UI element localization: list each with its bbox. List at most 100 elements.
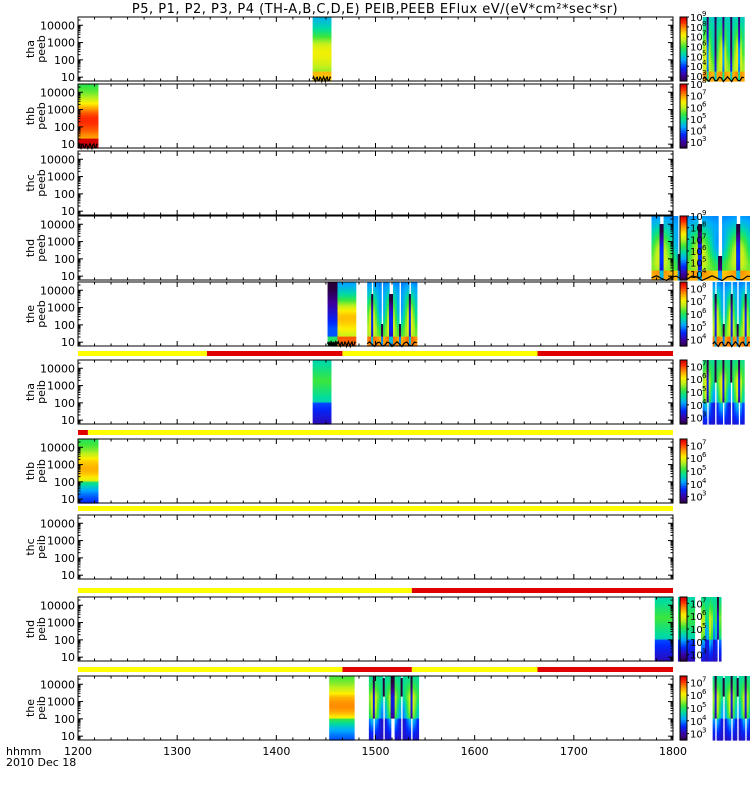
spectrogram-cell bbox=[724, 226, 727, 229]
spectrogram-cell bbox=[314, 23, 318, 26]
spectrogram-cell bbox=[712, 222, 715, 225]
spectrogram-cell bbox=[659, 244, 663, 247]
spectrogram-cell bbox=[704, 49, 708, 52]
spectrogram-cell bbox=[718, 262, 721, 265]
spectrogram-cell bbox=[704, 17, 708, 20]
spectrogram-cell bbox=[722, 220, 725, 223]
spectrogram-cell bbox=[701, 274, 705, 277]
spectrogram-cell bbox=[657, 230, 661, 233]
spectrogram-cell bbox=[339, 308, 343, 311]
spectrogram-cell bbox=[714, 336, 718, 339]
spectrogram-cell bbox=[341, 294, 345, 297]
spectrogram-cell bbox=[655, 264, 659, 267]
colorbar-cell bbox=[680, 136, 687, 139]
spectrogram-cell bbox=[89, 100, 93, 103]
spectrogram-cell bbox=[740, 25, 743, 28]
spectrogram-cell bbox=[341, 326, 345, 329]
spectrogram-cell bbox=[651, 242, 655, 245]
spectrogram-cell bbox=[730, 67, 733, 70]
spectrogram-cell bbox=[687, 220, 691, 223]
spectrogram-cell bbox=[665, 246, 669, 249]
spectrogram-cell bbox=[339, 288, 343, 291]
spectrogram-cell bbox=[705, 256, 709, 259]
spectrogram-cell bbox=[691, 236, 695, 239]
spectrogram-cell bbox=[396, 320, 400, 323]
spectrogram-cell bbox=[406, 326, 410, 329]
spectrogram-cell bbox=[703, 232, 707, 235]
spectrogram-cell bbox=[369, 324, 372, 327]
spectrogram-cell bbox=[83, 140, 87, 143]
spectrogram-cell bbox=[716, 336, 720, 339]
spectrogram-cell bbox=[351, 340, 355, 343]
spectrogram-cell bbox=[367, 292, 370, 295]
spectrogram-cell bbox=[314, 63, 318, 66]
spectrogram-cell bbox=[699, 252, 703, 255]
spectrogram-cell bbox=[706, 55, 710, 58]
spectrogram-cell bbox=[722, 248, 725, 251]
spectrogram-cell bbox=[375, 324, 378, 327]
spectrogram-cell bbox=[655, 234, 659, 237]
spectrogram-cell bbox=[722, 334, 726, 337]
spectrogram-cell bbox=[744, 266, 747, 269]
spectrogram-cell bbox=[408, 314, 412, 317]
spectrogram-cell bbox=[675, 218, 679, 221]
spectrogram-cell bbox=[703, 272, 707, 275]
spectrogram-cell bbox=[400, 298, 404, 301]
spectrogram-cell bbox=[718, 290, 722, 293]
y-tick-label: 10000 bbox=[40, 86, 75, 99]
spectrogram-cell bbox=[410, 288, 414, 291]
spectrogram-cell bbox=[699, 266, 703, 269]
spectrogram-cell bbox=[744, 262, 747, 265]
spectrogram-cell bbox=[375, 300, 378, 303]
spectrogram-cell bbox=[718, 288, 722, 291]
spectrogram-cell bbox=[734, 53, 737, 56]
spectrogram-cell bbox=[406, 286, 410, 289]
spectrogram-cell bbox=[732, 31, 735, 34]
spectrogram-cell bbox=[722, 234, 725, 237]
spectrogram-cell bbox=[712, 314, 716, 317]
spectrogram-cell bbox=[669, 220, 673, 223]
spectrogram-cell bbox=[718, 332, 722, 335]
spectrogram-cell bbox=[693, 258, 697, 261]
spectrogram-cell bbox=[742, 59, 745, 62]
spectrogram-cell bbox=[744, 270, 747, 273]
spectrogram-cell bbox=[709, 246, 713, 249]
spectrogram-cell bbox=[687, 242, 691, 245]
spectrogram-cell bbox=[736, 230, 739, 233]
spectrogram-cell bbox=[335, 322, 339, 325]
spectrogram-cell bbox=[316, 65, 320, 68]
spectrogram-cell bbox=[667, 272, 671, 275]
spectrogram-cell bbox=[396, 302, 400, 305]
spectrogram-cell bbox=[689, 248, 693, 251]
spectrogram-cell bbox=[724, 260, 727, 263]
spectrogram-cell bbox=[732, 33, 735, 36]
spectrogram-cell bbox=[389, 336, 392, 339]
spectrogram-cell bbox=[322, 23, 326, 26]
spectrogram-cell bbox=[414, 310, 418, 313]
spectrogram-cell bbox=[736, 240, 739, 243]
spectrogram-cell bbox=[701, 234, 705, 237]
spectrogram-cell bbox=[722, 272, 725, 275]
spectrogram-cell bbox=[81, 84, 85, 87]
spectrogram-cell bbox=[402, 290, 406, 293]
spectrogram-cell bbox=[347, 314, 351, 317]
colorbar-cell bbox=[680, 140, 687, 143]
spectrogram-cell bbox=[738, 43, 741, 46]
spectrogram-cell bbox=[320, 49, 324, 52]
spectrogram-cell bbox=[702, 17, 706, 20]
spectrogram-cell bbox=[748, 268, 750, 271]
spectrogram-cell bbox=[736, 246, 739, 249]
spectrogram-cell bbox=[339, 298, 343, 301]
spectrogram-cell bbox=[732, 268, 735, 271]
spectrogram-cell bbox=[326, 43, 330, 46]
spectrogram-cell bbox=[91, 136, 95, 139]
spectrogram-cell bbox=[406, 336, 410, 339]
spectrogram-cell bbox=[742, 41, 745, 44]
spectrogram-cell bbox=[396, 300, 400, 303]
spectrogram-cell bbox=[328, 31, 332, 34]
spectrogram-cell bbox=[396, 314, 400, 317]
spectrogram-cell bbox=[85, 124, 89, 127]
colorbar-cell bbox=[680, 138, 687, 141]
spectrogram-cell bbox=[655, 242, 659, 245]
spectrogram-cell bbox=[730, 272, 733, 275]
